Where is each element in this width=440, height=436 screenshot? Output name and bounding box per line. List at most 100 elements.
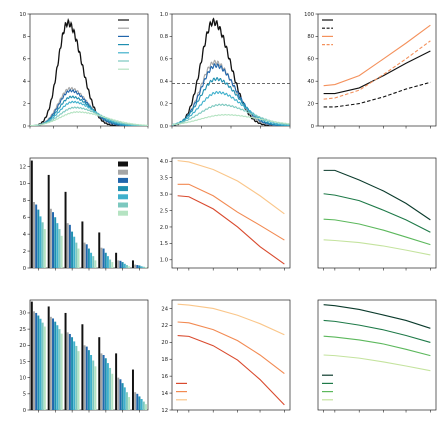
bar (37, 209, 40, 268)
series-line (323, 354, 431, 372)
y-tick-label: 8 (23, 198, 26, 204)
bar (43, 326, 46, 410)
bar (128, 266, 131, 268)
series-line (323, 169, 431, 221)
series-line (177, 160, 285, 215)
panel-i (317, 299, 437, 413)
series-line (323, 81, 431, 108)
panel-f (317, 157, 437, 271)
legend (118, 161, 128, 216)
series-line (323, 50, 431, 95)
bar (54, 321, 57, 410)
axes-frame (171, 157, 291, 269)
y-tick-label: 0.4 (160, 79, 169, 85)
bar (138, 265, 141, 268)
bar (144, 404, 147, 410)
bar (85, 346, 88, 410)
bar (119, 379, 122, 410)
bar (115, 252, 118, 268)
bar (131, 369, 134, 410)
bar (134, 392, 137, 410)
bar (39, 318, 42, 410)
bar (73, 341, 76, 410)
bar (121, 262, 124, 268)
bar (47, 306, 50, 410)
y-tick-label: 2.5 (160, 208, 168, 214)
series-line (323, 304, 431, 329)
y-tick-label: 2 (23, 249, 26, 255)
bar (98, 232, 101, 268)
series-line (177, 183, 285, 241)
series-line (172, 77, 290, 126)
bar (77, 248, 80, 268)
panel-d: 0 2 4 6 8 10 12 (19, 157, 149, 272)
y-tick-label: 20 (161, 340, 168, 346)
axes-frame (317, 157, 437, 269)
series-line (30, 100, 148, 126)
legend (322, 374, 333, 401)
bar (87, 350, 90, 410)
plot-area (177, 303, 285, 406)
y-tick-label: 0.8 (160, 34, 168, 40)
y-tick-label: 6 (23, 57, 26, 63)
panel-a: 0 2 4 6 8 10 (19, 12, 149, 130)
bar (123, 263, 126, 268)
series-line (323, 335, 431, 357)
legend (118, 19, 129, 70)
bar (90, 355, 93, 410)
bar (68, 333, 71, 410)
bar (119, 260, 122, 268)
bar (43, 229, 46, 268)
y-tick-label: 20 (19, 343, 26, 349)
plot-area (30, 18, 148, 126)
y-tick-label: 0 (23, 124, 26, 130)
series-line (323, 319, 431, 343)
plot-area (177, 160, 285, 265)
bar (75, 242, 78, 268)
series-line (177, 303, 285, 336)
bar (47, 174, 50, 268)
legend-swatch (118, 194, 128, 200)
bar (75, 345, 78, 410)
bar (123, 387, 126, 410)
bar (49, 208, 52, 268)
bar (30, 301, 33, 410)
legend (176, 382, 187, 401)
y-tick-label: 40 (307, 79, 314, 85)
series-line (323, 239, 431, 256)
y-tick-label: 18 (161, 357, 168, 363)
bar (87, 248, 90, 268)
bar (115, 353, 118, 410)
y-tick-label: 2 (23, 101, 26, 107)
bar (41, 222, 44, 268)
axes-frame (317, 13, 437, 127)
legend-swatch (118, 186, 128, 192)
bar (111, 373, 114, 410)
y-tick-label: 10 (19, 375, 26, 381)
bar (81, 324, 84, 410)
bar (140, 266, 143, 268)
y-tick-label: 22 (161, 323, 168, 329)
bar (100, 353, 103, 410)
bar (121, 383, 124, 410)
bar (106, 256, 109, 268)
y-tick-label: 30 (19, 311, 26, 317)
y-tick-label: 80 (307, 34, 314, 40)
y-tick-label: 4 (23, 79, 27, 85)
y-tick-label: 8 (23, 34, 26, 40)
bar (106, 363, 109, 410)
y-tick-label: 60 (307, 57, 314, 63)
y-tick-label: 1.5 (160, 241, 168, 247)
bar (52, 318, 55, 410)
bar (117, 377, 120, 410)
series-line (172, 17, 290, 126)
y-tick-label: 5 (23, 392, 26, 398)
legend-swatch (118, 177, 128, 183)
bar (60, 235, 63, 268)
bar (71, 231, 74, 268)
bar (85, 244, 88, 268)
bar (33, 311, 35, 410)
y-tick-label: 100 (304, 12, 314, 18)
y-tick-label: 20 (307, 101, 314, 107)
panel-e: 1.0 1.5 2.0 2.5 3.0 3.5 4.0 (160, 157, 291, 271)
